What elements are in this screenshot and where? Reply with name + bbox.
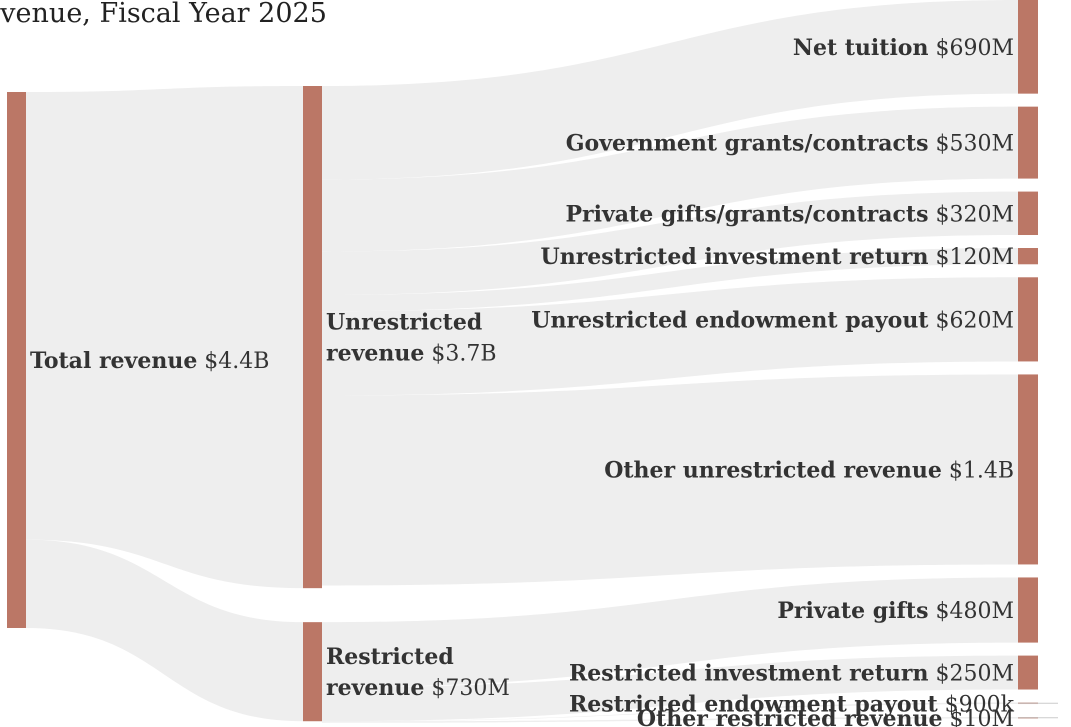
label-value-private_gifts: $480M <box>928 599 1014 624</box>
label-value-total: $4.4B <box>197 349 269 374</box>
label-unr_invest: Unrestricted investment return $120M <box>541 244 1014 270</box>
flow-unrestricted-to-net_tuition <box>322 0 1018 180</box>
node-unrestricted <box>303 86 322 589</box>
flow-restricted-to-other_res <box>322 717 1018 723</box>
label-restricted-line-2: revenue $730M <box>326 675 510 701</box>
label-unr_endow: Unrestricted endowment payout $620M <box>531 307 1014 333</box>
node-unr_invest <box>1018 248 1038 265</box>
node-net_tuition <box>1018 0 1038 94</box>
flow-unrestricted-to-unr_endow <box>322 277 1018 396</box>
node-restricted <box>303 622 322 722</box>
sankey-nodes <box>7 0 1058 722</box>
label-value-res_endow: $900k <box>938 692 1015 717</box>
node-total <box>7 92 26 628</box>
node-private_ggc <box>1018 191 1038 236</box>
node-res_invest <box>1018 655 1038 690</box>
label-name-net_tuition-1: Net tuition <box>793 35 929 61</box>
label-value-unr_endow: $620M <box>928 308 1014 333</box>
label-value-other_res: $10M <box>942 707 1014 727</box>
flow-restricted-to-private_gifts <box>322 577 1018 688</box>
label-name-total-1: Total revenue <box>30 348 197 374</box>
label-name-private_ggc-1: Private gifts/grants/contracts <box>566 201 929 227</box>
sankey-labels: Total revenue $4.4B Unrestricted revenue $… <box>30 35 1015 727</box>
chart-title: Revenue, Fiscal Year 2025 <box>0 0 327 29</box>
node-other_unr <box>1018 374 1038 565</box>
label-value-private_ggc: $320M <box>928 202 1014 227</box>
flow-restricted-to-res_endow <box>322 702 1018 722</box>
label-name-restricted-2: revenue <box>326 675 424 701</box>
label-name-restricted-1: Restricted <box>326 644 454 670</box>
label-name-private_gifts-1: Private gifts <box>777 598 928 624</box>
label-value-unr_invest: $120M <box>928 245 1014 270</box>
flow-unrestricted-to-private_ggc <box>322 191 1018 296</box>
node-unr_endow <box>1018 277 1038 362</box>
flow-total-to-unrestricted <box>26 86 303 589</box>
node-private_gifts <box>1018 577 1038 643</box>
label-name-gov_grants-1: Government grants/contracts <box>566 131 929 157</box>
label-name-unrestricted-1: Unrestricted <box>326 310 482 336</box>
node-gov_grants <box>1018 106 1038 179</box>
label-other_unr: Other unrestricted revenue $1.4B <box>604 457 1014 483</box>
label-net_tuition: Net tuition $690M <box>793 35 1014 61</box>
label-value-restricted: $730M <box>424 676 510 701</box>
flow-unrestricted-to-other_unr <box>322 374 1018 586</box>
flow-unrestricted-to-gov_grants <box>322 106 1018 252</box>
flow-unrestricted-to-unr_invest <box>322 248 1018 312</box>
label-value-other_unr: $1.4B <box>942 458 1014 483</box>
label-name-res_invest-1: Restricted investment return <box>569 661 928 687</box>
label-value-gov_grants: $530M <box>928 132 1014 157</box>
label-value-unrestricted: $3.7B <box>424 342 496 367</box>
label-gov_grants: Government grants/contracts $530M <box>566 131 1014 157</box>
label-unrestricted-line-2: revenue $3.7B <box>326 341 497 367</box>
label-res_invest: Restricted investment return $250M <box>569 661 1014 687</box>
label-name-unr_invest-1: Unrestricted investment return <box>541 244 929 270</box>
label-value-res_invest: $250M <box>928 662 1014 687</box>
label-name-res_endow-1: Restricted endowment payout <box>569 691 939 717</box>
label-restricted-line-1: Restricted <box>326 644 454 670</box>
label-unrestricted-line-1: Unrestricted <box>326 310 482 336</box>
label-name-other_unr-1: Other unrestricted revenue <box>604 457 942 483</box>
flow-restricted-to-res_invest <box>322 655 1018 722</box>
label-private_ggc: Private gifts/grants/contracts $320M <box>566 201 1014 227</box>
label-value-net_tuition: $690M <box>928 36 1014 61</box>
label-private_gifts: Private gifts $480M <box>777 598 1014 624</box>
flow-total-to-restricted <box>26 539 303 722</box>
label-res_endow: Restricted endowment payout $900k <box>569 691 1015 717</box>
label-name-other_res-1: Other restricted revenue <box>637 706 943 727</box>
label-other_res: Other restricted revenue $10M <box>637 706 1014 727</box>
label-name-unrestricted-2: revenue <box>326 341 424 367</box>
label-total: Total revenue $4.4B <box>30 348 269 374</box>
label-name-unr_endow-1: Unrestricted endowment payout <box>531 307 929 333</box>
sankey-links <box>26 0 1018 723</box>
